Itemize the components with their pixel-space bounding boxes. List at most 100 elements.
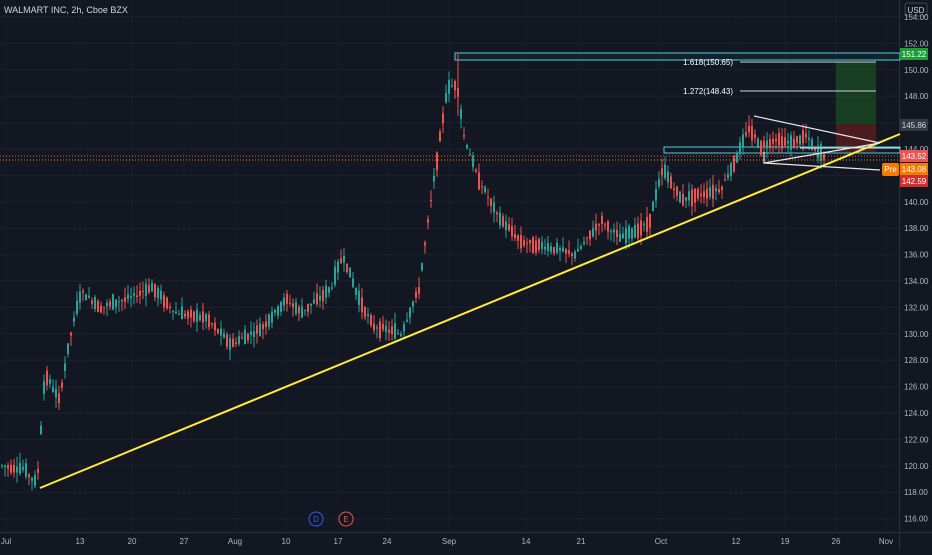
candle-body — [445, 92, 447, 103]
candle-body — [115, 299, 117, 308]
candle-body — [424, 242, 426, 246]
candle-body — [511, 226, 513, 237]
candle-body — [565, 248, 567, 254]
candle-body — [46, 370, 48, 386]
candle-body — [94, 297, 96, 309]
candle-body — [352, 278, 354, 287]
candle-body — [670, 176, 672, 189]
candle-body — [181, 306, 183, 320]
time-tick-label: 17 — [334, 537, 343, 546]
candle-body — [625, 228, 627, 244]
candle-body — [745, 132, 747, 136]
candle-body — [250, 331, 252, 335]
candle-body — [793, 138, 795, 149]
candle-body — [223, 333, 225, 338]
candle-body — [4, 465, 6, 468]
candle-body — [40, 425, 42, 435]
candle-body — [232, 338, 234, 347]
candle-body — [217, 329, 219, 334]
candle-body — [130, 295, 132, 298]
currency-badge[interactable] — [904, 2, 928, 17]
candle-body — [1, 465, 3, 467]
candle-body — [679, 191, 681, 203]
candle-body — [676, 186, 678, 196]
candle-body — [22, 466, 24, 470]
candle-body — [571, 253, 573, 257]
time-tick-label: Jul — [1, 537, 11, 546]
candle-body — [514, 233, 516, 239]
candle-body — [604, 224, 606, 226]
rising-trendline[interactable] — [39, 133, 901, 489]
candle-body — [754, 134, 756, 138]
time-tick-label: 21 — [577, 537, 586, 546]
candle-body — [304, 309, 306, 311]
candle-body — [139, 290, 141, 296]
candle-body — [739, 142, 741, 155]
event-markers[interactable]: D E — [308, 511, 354, 527]
candle-body — [388, 329, 390, 333]
price-tick-label: 152.00 — [904, 39, 929, 48]
candle-body — [268, 314, 270, 327]
candle-body — [79, 291, 81, 303]
candle-body — [586, 237, 588, 239]
candle-body — [151, 282, 153, 292]
candle-body — [373, 323, 375, 331]
price-tick-label: 154.00 — [904, 13, 929, 22]
candle-body — [370, 315, 372, 326]
candle-body — [589, 230, 591, 240]
candle-body — [667, 171, 669, 183]
candle-body — [7, 465, 9, 469]
candle-body — [502, 216, 504, 227]
candle-body — [760, 140, 762, 155]
high-price-label: 151.22 — [902, 50, 927, 59]
candle-body — [397, 332, 399, 334]
candle-body — [43, 381, 45, 394]
candle-body — [598, 224, 600, 226]
price-tick-label: 128.00 — [904, 356, 929, 365]
candle-body — [298, 306, 300, 314]
current-price-label: 143.52 — [902, 152, 927, 161]
candle-body — [538, 238, 540, 250]
candle-body — [724, 179, 726, 181]
candle-body — [394, 323, 396, 339]
triangle-pattern[interactable] — [753, 115, 881, 164]
earnings-marker-icon[interactable] — [338, 511, 354, 527]
time-axis[interactable]: Jul 13 20 27 Aug 10 17 24 Sep 14 21 Oct 12 19 26 Nov — [1, 537, 893, 546]
candle-body — [490, 198, 492, 206]
candle-body — [448, 80, 450, 94]
candle-body — [325, 285, 327, 298]
candle-body — [418, 286, 420, 294]
candle-body — [208, 314, 210, 327]
dividend-marker-icon[interactable] — [308, 511, 324, 527]
currency-label: USD — [908, 6, 925, 15]
candle-body — [544, 246, 546, 250]
candle-body — [313, 299, 315, 304]
candle-body — [331, 287, 333, 289]
candle-body — [124, 297, 126, 302]
candle-body — [148, 285, 150, 293]
candle-body — [226, 334, 228, 348]
candle-body — [634, 225, 636, 238]
candle-body — [463, 135, 465, 137]
candle-body — [460, 109, 462, 119]
candle-body — [523, 240, 525, 246]
triangle-lower-edge[interactable] — [763, 162, 881, 171]
candle-body — [808, 137, 810, 140]
candle-body — [73, 317, 75, 322]
candle-body — [16, 466, 18, 473]
candle-body — [784, 137, 786, 146]
candle-body — [766, 140, 768, 149]
candle-body — [574, 251, 576, 259]
candle-body — [622, 233, 624, 239]
candle-body — [697, 188, 699, 199]
candle-body — [289, 302, 291, 304]
candle-body — [67, 343, 69, 354]
pre-market-tag — [882, 163, 899, 176]
candle-body — [526, 242, 528, 244]
candle-body — [433, 175, 435, 182]
candle-body — [337, 261, 339, 273]
candle-body — [427, 219, 429, 223]
candle-body — [37, 468, 39, 473]
candle-body — [487, 197, 489, 199]
